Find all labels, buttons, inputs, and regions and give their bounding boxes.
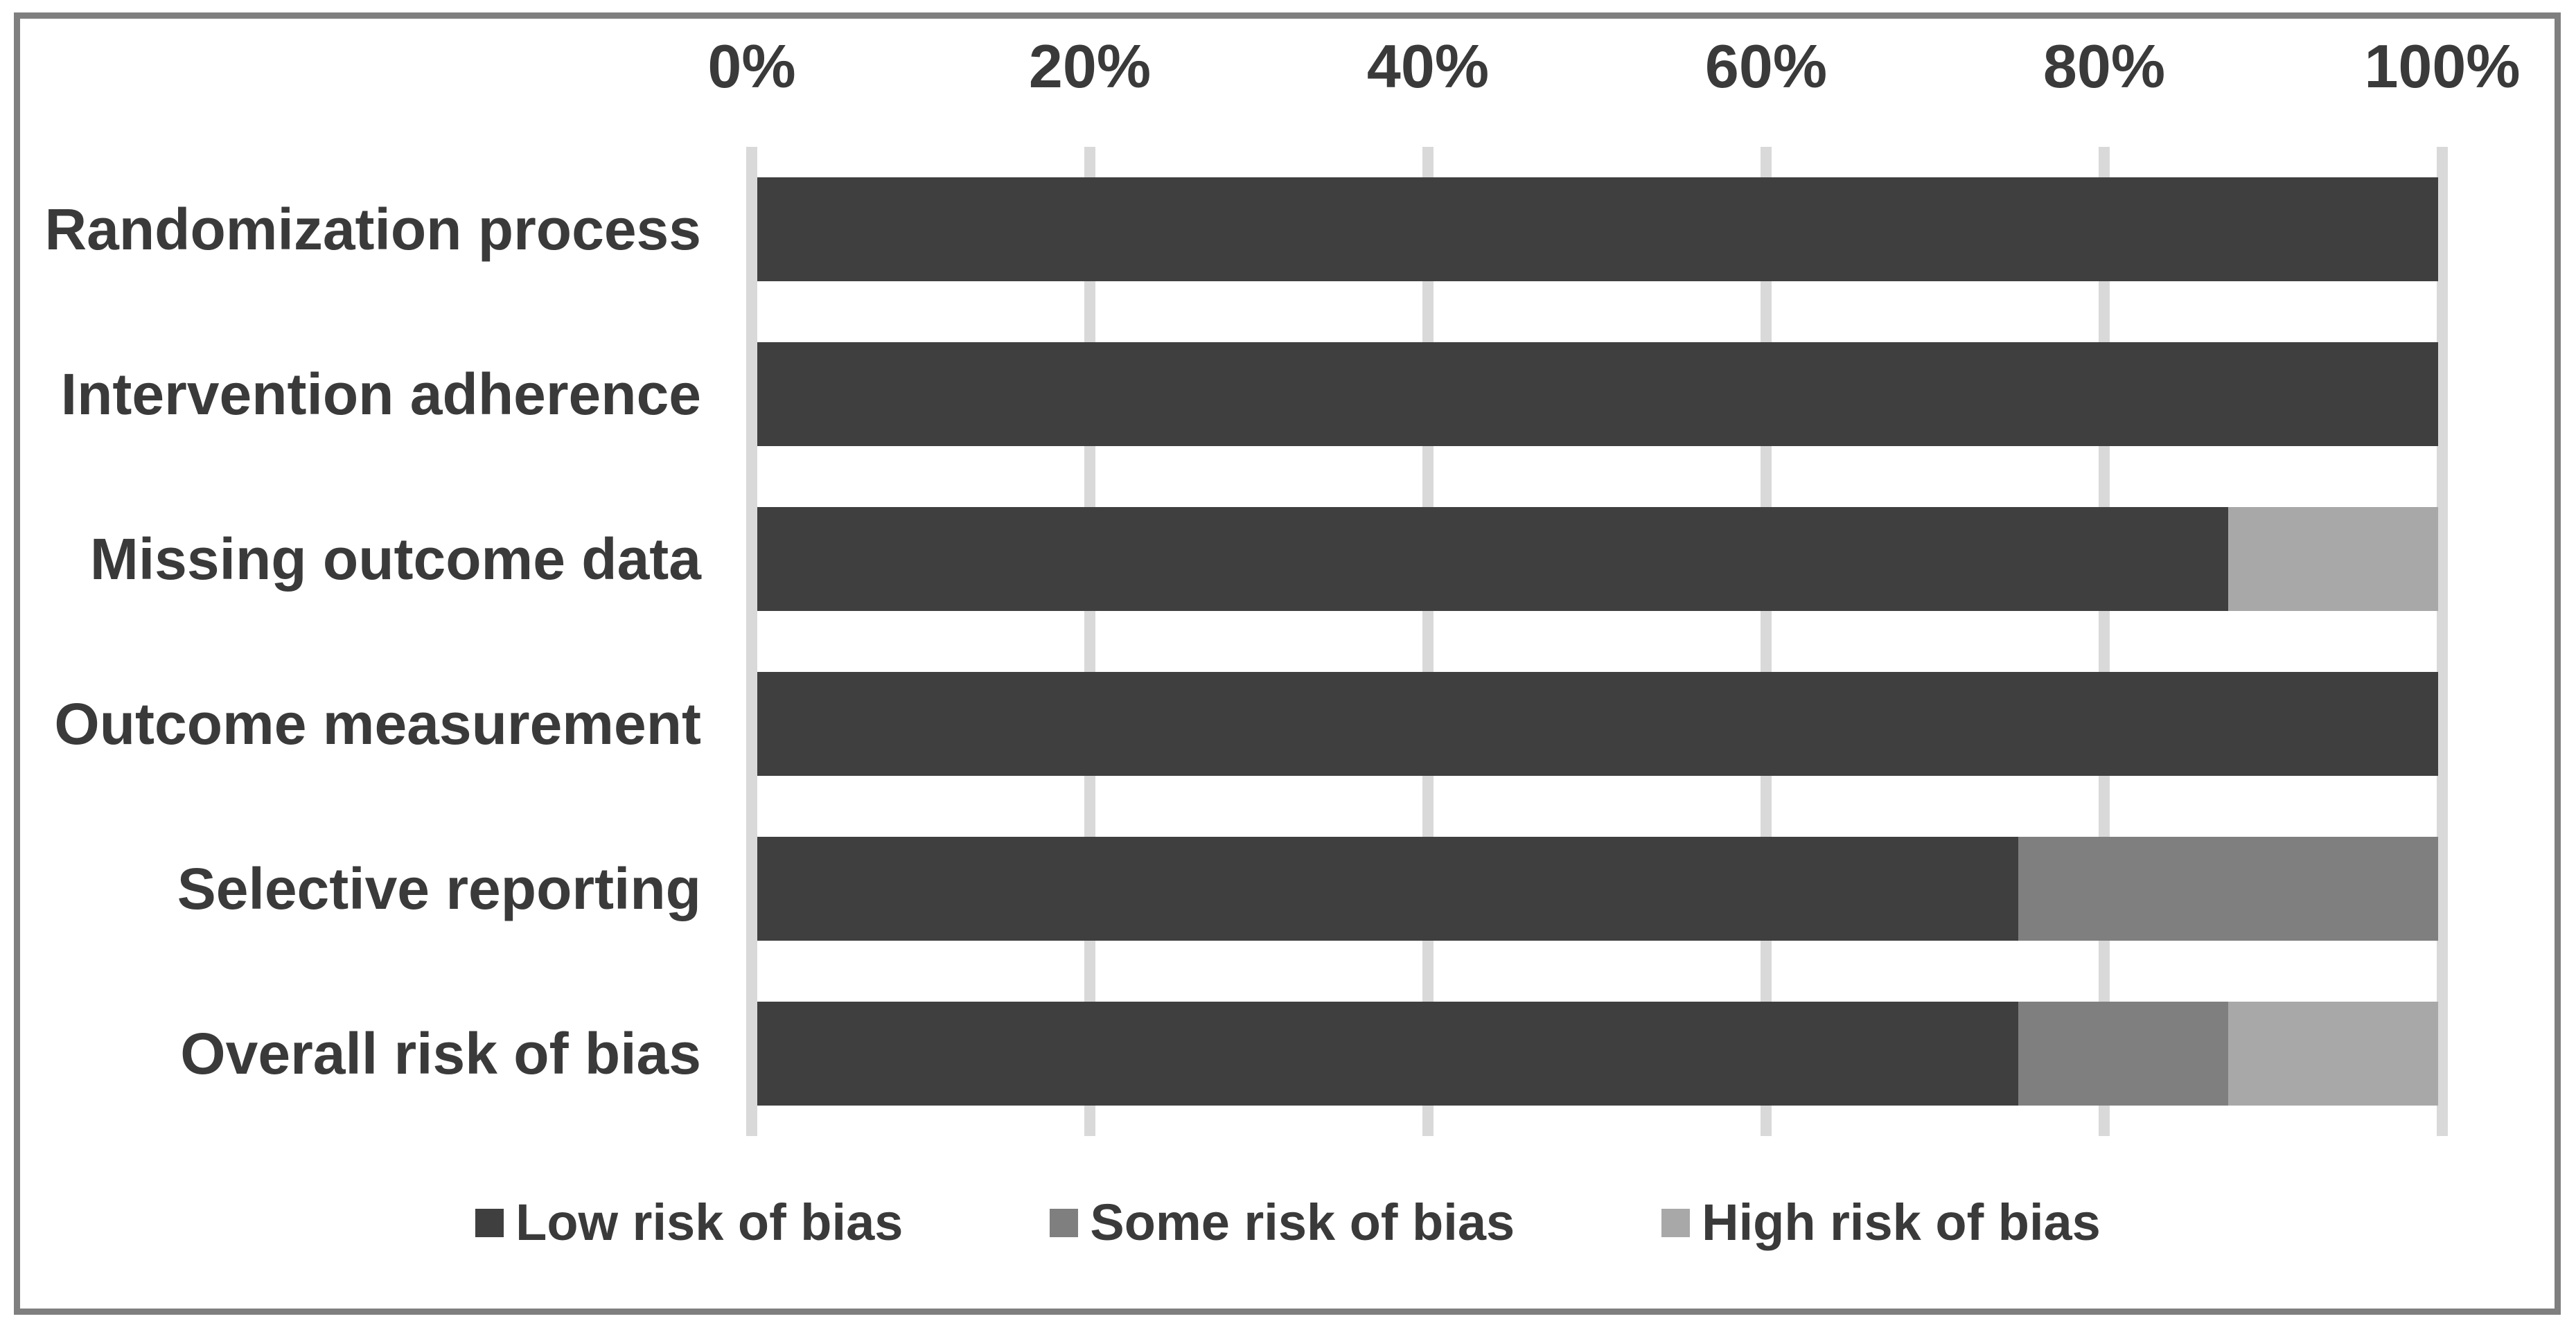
category-label: Missing outcome data: [89, 526, 701, 592]
legend-label: Low risk of bias: [515, 1194, 903, 1251]
bar-segment-some-risk: [2018, 1002, 2228, 1106]
legend-item: High risk of bias: [1661, 1197, 2101, 1248]
legend-swatch-icon: [475, 1208, 504, 1237]
bar-row: [757, 177, 2438, 281]
bar-segment-low-risk: [757, 507, 2228, 611]
legend-item: Low risk of bias: [475, 1197, 903, 1248]
x-tick-label: 40%: [1366, 32, 1490, 100]
bar-row: [757, 1002, 2438, 1106]
legend-label: High risk of bias: [1702, 1194, 2101, 1251]
bar-row: [757, 342, 2438, 446]
gridline-60: [1761, 147, 1772, 1136]
x-tick-label: 20%: [1028, 32, 1152, 100]
bar-segment-low-risk: [757, 837, 2018, 941]
bar-segment-high-risk: [2227, 507, 2438, 611]
legend-item: Some risk of bias: [1050, 1197, 1515, 1248]
chart-border-frame: [14, 12, 2561, 1315]
legend-label: Some risk of bias: [1090, 1194, 1515, 1251]
bar-segment-low-risk: [757, 177, 2438, 281]
plot-area: [746, 147, 2448, 1136]
gridline-40: [1422, 147, 1433, 1136]
gridline-80: [2099, 147, 2110, 1136]
bar-segment-low-risk: [757, 342, 2438, 446]
legend: Low risk of bias Some risk of bias High ri…: [0, 1178, 2576, 1268]
bar-segment-low-risk: [757, 672, 2438, 776]
gridline-100: [2437, 147, 2448, 1136]
gridline-0: [746, 147, 757, 1136]
legend-swatch-icon: [1661, 1208, 1691, 1237]
gridline-20: [1084, 147, 1095, 1136]
x-tick-label: 80%: [2043, 32, 2166, 100]
bar-segment-some-risk: [2018, 837, 2438, 941]
category-label: Outcome measurement: [54, 691, 701, 756]
x-tick-label: 100%: [2364, 32, 2521, 100]
bar-row: [757, 837, 2438, 941]
legend-swatch-icon: [1050, 1208, 1079, 1237]
category-label: Selective reporting: [177, 856, 701, 921]
category-label: Intervention adherence: [60, 362, 701, 427]
bar-row: [757, 672, 2438, 776]
x-tick-label: 0%: [707, 32, 796, 100]
category-label: Overall risk of bias: [180, 1021, 701, 1086]
x-tick-label: 60%: [1704, 32, 1828, 100]
bar-segment-low-risk: [757, 1002, 2018, 1106]
bar-segment-high-risk: [2227, 1002, 2438, 1106]
bar-row: [757, 507, 2438, 611]
category-label: Randomization process: [44, 197, 701, 262]
